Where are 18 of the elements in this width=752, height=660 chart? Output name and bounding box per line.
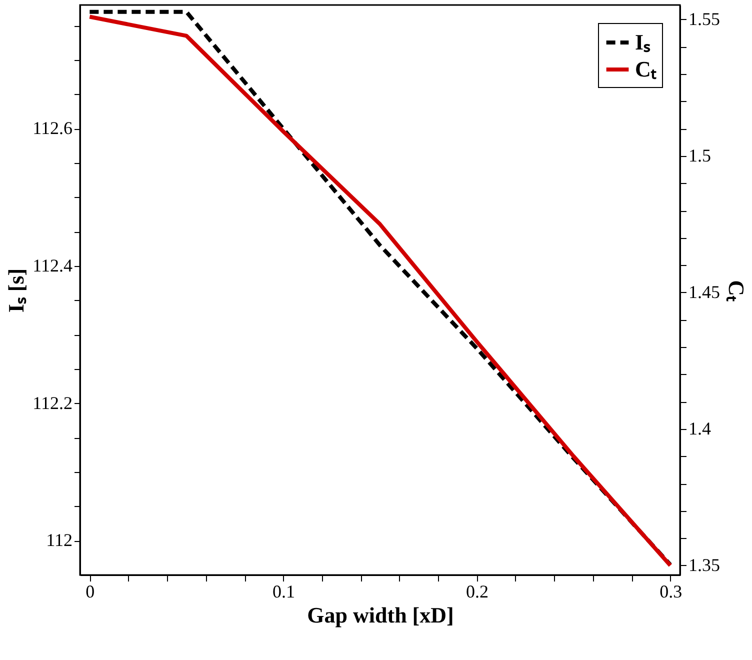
y2-tick-label: 1.5 xyxy=(688,145,711,166)
y-tick-label: 112 xyxy=(46,530,72,550)
x-tick-label: 0.2 xyxy=(466,582,489,602)
y2-tick-label: 1.45 xyxy=(688,282,720,302)
y-tick-label: 112.2 xyxy=(32,392,72,413)
x-tick-label: 0.3 xyxy=(660,582,682,602)
y2-axis-title: Cₜ xyxy=(724,280,749,302)
y-axis-title: Iₛ [s] xyxy=(4,268,29,313)
y-tick-label: 112.6 xyxy=(32,118,72,138)
legend-label: Cₜ xyxy=(635,56,657,82)
x-axis-title: Gap width [xD] xyxy=(307,602,454,628)
y2-tick-label: 1.4 xyxy=(688,418,711,438)
y2-tick-label: 1.55 xyxy=(688,8,720,29)
y2-tick-label: 1.35 xyxy=(688,554,720,575)
x-tick-label: 0.1 xyxy=(272,582,295,602)
legend-label: Iₛ xyxy=(635,30,651,54)
x-tick-label: 0 xyxy=(86,582,95,602)
y-tick-label: 112.4 xyxy=(32,255,72,276)
